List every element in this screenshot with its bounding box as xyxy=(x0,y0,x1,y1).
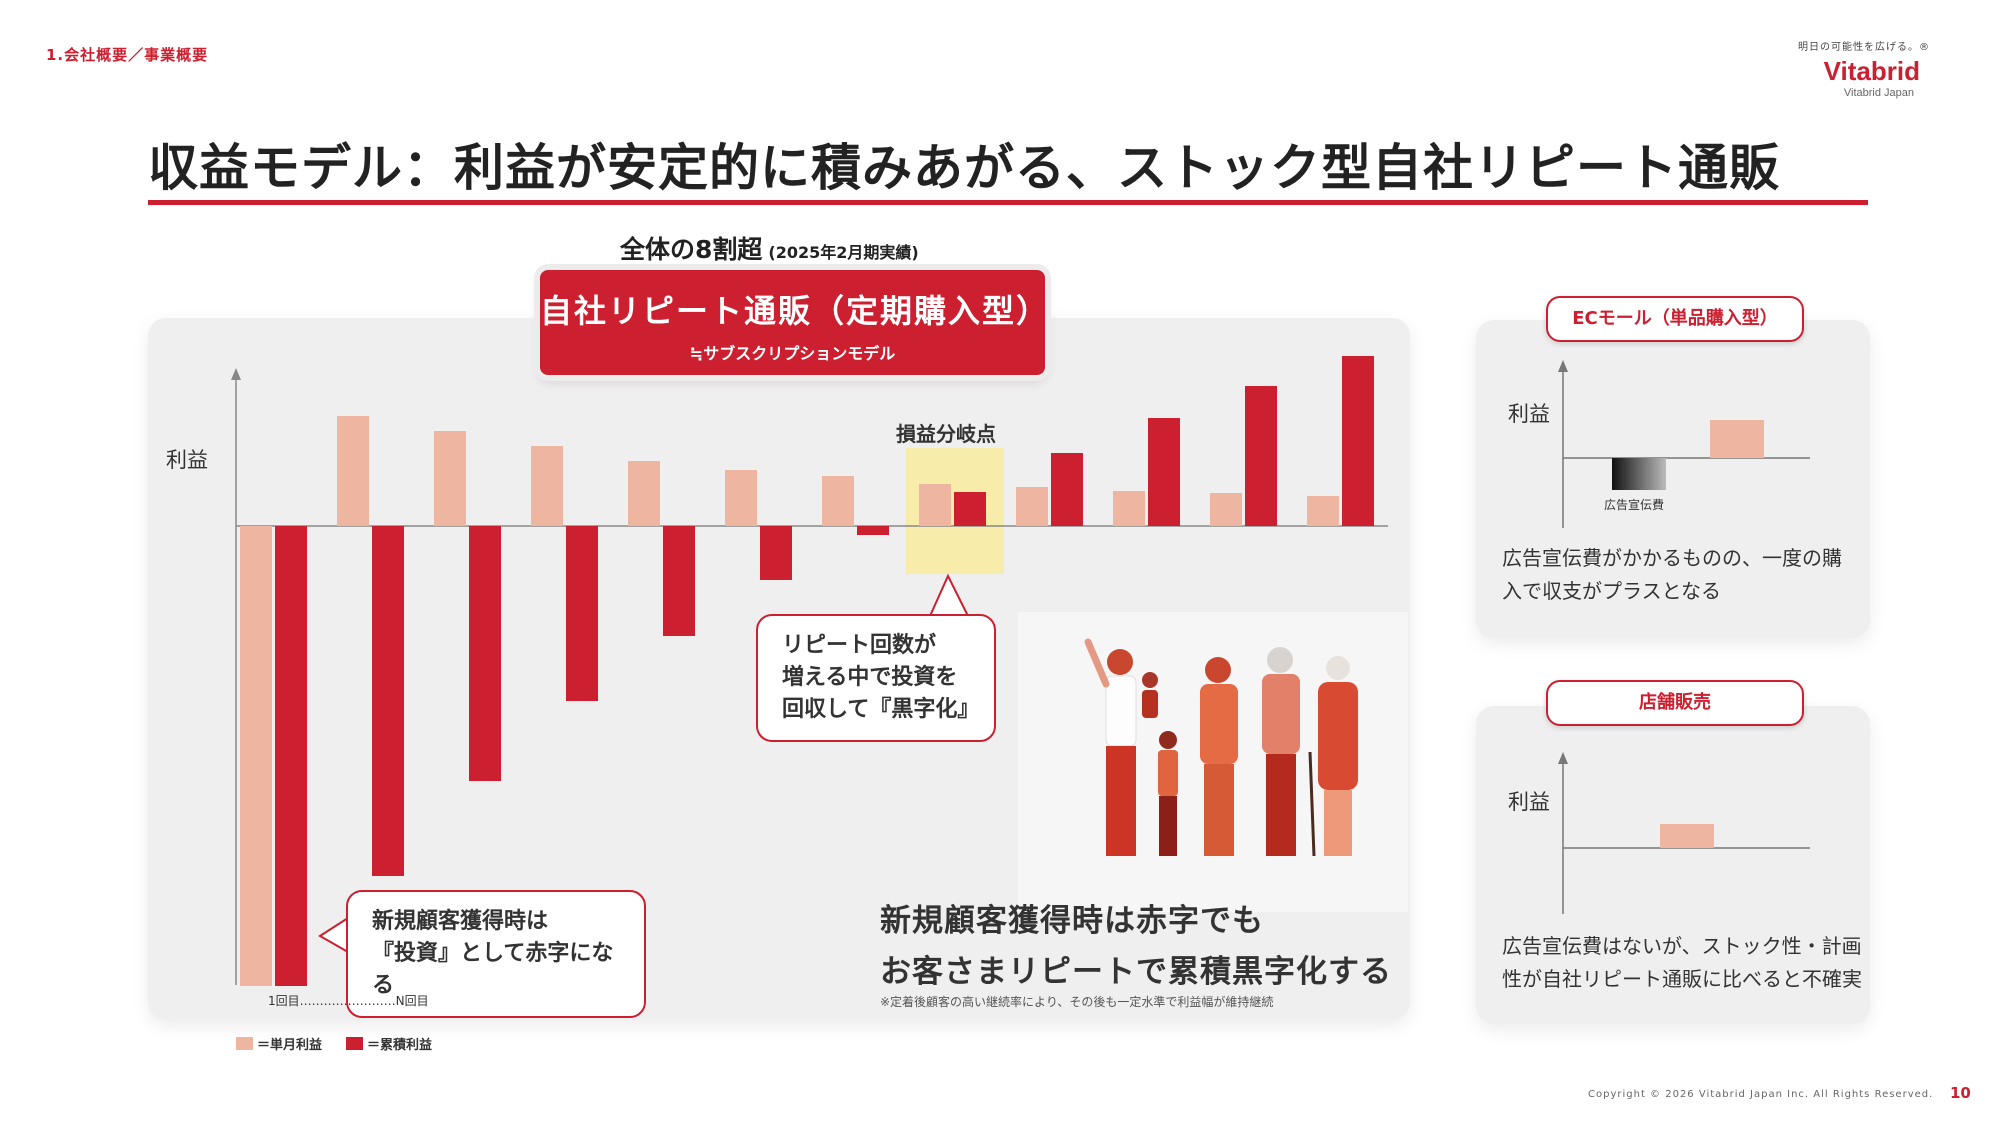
ec-mall-pill: ECモール（単品購入型） xyxy=(1546,296,1804,342)
monthly-profit-bar-3 xyxy=(434,431,466,526)
x-axis-label: 1回目……………………N回目 xyxy=(268,994,429,1008)
cumulative-profit-bar-2 xyxy=(372,526,404,876)
legend-swatch-monthly xyxy=(236,1037,253,1050)
ad-cost-bar xyxy=(1612,458,1666,490)
profit-bar xyxy=(1710,420,1764,458)
cumulative-profit-bar-8 xyxy=(954,492,986,526)
title-underline xyxy=(148,200,1868,205)
y-axis-arrow-icon xyxy=(231,368,241,380)
ec-mall-chart xyxy=(1558,360,1810,528)
section-label: 1.会社概要／事業概要 xyxy=(46,46,209,64)
vitabrid-logo: Vitabrid xyxy=(1823,56,1920,86)
bar-group xyxy=(240,356,1374,986)
bubble-pointer xyxy=(318,916,349,954)
monthly-profit-bar-6 xyxy=(725,470,757,526)
page-number: 10 xyxy=(1950,1084,1971,1102)
store-card xyxy=(1476,706,1870,1024)
cumulative-profit-bar-11 xyxy=(1245,386,1277,526)
legend-monthly: ＝単月利益 xyxy=(236,1034,322,1053)
monthly-profit-bar-4 xyxy=(531,446,563,526)
monthly-profit-bar-2 xyxy=(337,416,369,526)
recover-bubble: リピート回数が 増える中で投資を 回収して『黒字化』 xyxy=(756,614,996,742)
key-message: 新規顧客獲得時は赤字でも お客さまリピートで累積黒字化する xyxy=(880,903,1392,991)
cumulative-profit-bar-12 xyxy=(1342,356,1374,526)
legend-cumulative: ＝累積利益 xyxy=(346,1034,432,1053)
store-chart xyxy=(1558,752,1810,914)
cumulative-profit-bar-4 xyxy=(566,526,598,701)
ec-mall-card xyxy=(1476,320,1870,638)
monthly-profit-bar-8 xyxy=(919,484,951,526)
store-description: 広告宣伝費はないが、ストック性・計画 性が自社リピート通販に比べると不確実 xyxy=(1502,934,1862,991)
cumulative-profit-bar-3 xyxy=(469,526,501,781)
ec-mall-description: 広告宣伝費がかかるものの、一度の購 入で収支がプラスとなる xyxy=(1502,546,1842,603)
monthly-profit-bar-10 xyxy=(1113,491,1145,526)
model-title-box: 自社リピート通販（定期購入型） ≒サブスクリプションモデル xyxy=(540,270,1051,375)
model-subtitle: ≒サブスクリプションモデル xyxy=(689,344,896,363)
monthly-profit-bar-5 xyxy=(628,461,660,526)
footnote: ※定着後顧客の高い継続率により、その後も一定水準で利益幅が維持継続 xyxy=(880,995,1274,1009)
monthly-profit-bar-11 xyxy=(1210,493,1242,526)
monthly-profit-bar-9 xyxy=(1016,487,1048,526)
monthly-profit-bar-12 xyxy=(1307,496,1339,526)
model-title: 自社リピート通販（定期購入型） xyxy=(540,292,1051,330)
ec-mall-ylabel: 利益 xyxy=(1508,402,1550,426)
store-profit-bar xyxy=(1660,824,1714,848)
cumulative-profit-bar-10 xyxy=(1148,418,1180,526)
invest-bubble: 新規顧客獲得時は 『投資』として赤字になる xyxy=(346,890,646,1018)
legend-swatch-cumulative xyxy=(346,1037,363,1050)
cumulative-profit-bar-7 xyxy=(857,526,889,535)
cumulative-profit-bar-5 xyxy=(663,526,695,636)
bubble-pointer xyxy=(928,573,970,617)
cumulative-profit-bar-9 xyxy=(1051,453,1083,526)
page-title: 収益モデル：利益が安定的に積みあがる、ストック型自社リピート通販 xyxy=(148,139,1780,197)
cumulative-profit-bar-6 xyxy=(760,526,792,580)
store-pill: 店舗販売 xyxy=(1546,680,1804,726)
monthly-profit-bar-1 xyxy=(240,526,272,986)
ad-cost-label: 広告宣伝費 xyxy=(1604,498,1665,512)
store-ylabel: 利益 xyxy=(1508,790,1550,814)
share-label: 全体の8割超 (2025年2月期実績) xyxy=(620,235,919,264)
family-illustration xyxy=(1018,612,1408,912)
copyright: Copyright © 2026 Vitabrid Japan Inc. All… xyxy=(1588,1089,1934,1100)
breakeven-label: 損益分岐点 xyxy=(896,422,996,446)
monthly-profit-bar-7 xyxy=(822,476,854,526)
logo-subtitle: Vitabrid Japan xyxy=(1843,87,1914,99)
cumulative-profit-bar-1 xyxy=(275,526,307,986)
logo-tagline: 明日の可能性を広げる。® xyxy=(1798,42,1930,53)
y-axis-label: 利益 xyxy=(166,448,208,472)
